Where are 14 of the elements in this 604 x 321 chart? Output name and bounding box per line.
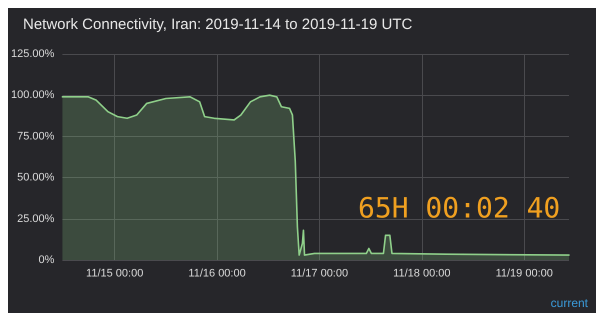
y-tick-label: 25.00% [17, 212, 55, 225]
x-tick-label: 11/18 00:00 [393, 268, 450, 280]
x-tick-label: 11/17 00:00 [290, 268, 348, 280]
x-tick-label: 11/15 00:00 [86, 268, 144, 280]
y-tick-label: 75.00% [17, 130, 55, 142]
y-tick-label: 0% [38, 254, 55, 266]
annotation: 65H 00:02 40 [358, 192, 560, 224]
x-tick-label: 11/16 00:00 [188, 268, 246, 280]
y-tick-label: 50.00% [17, 172, 55, 184]
chart-title: Network Connectivity, Iran: 2019-11-14 to 2019-11-19 UTC [23, 16, 413, 33]
text: current [550, 296, 589, 310]
y-tick-label: 125.00% [10, 48, 55, 60]
x-tick-label: 11/19 00:00 [496, 268, 553, 280]
y-tick-label: 100.00% [10, 89, 55, 102]
